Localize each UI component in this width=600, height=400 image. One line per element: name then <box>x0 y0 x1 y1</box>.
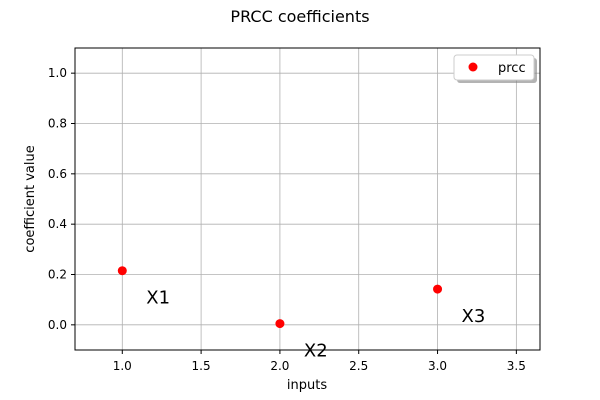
x-tick-label: 2.5 <box>349 359 368 373</box>
legend-box <box>453 54 535 81</box>
y-tick-label: 0.8 <box>48 117 67 131</box>
x-axis-ticks: 1.0 1.5 2.0 2.5 3.0 3.5 <box>113 350 526 373</box>
x-axis-label: inputs <box>287 378 327 393</box>
legend-label: prcc <box>498 61 526 76</box>
y-axis-ticks: 0.0 0.2 0.4 0.6 0.8 1.0 <box>48 66 75 332</box>
x-tick-label: 3.5 <box>507 359 526 373</box>
data-point <box>275 319 285 329</box>
legend: prcc <box>453 54 537 83</box>
point-labels: X1 X2 X3 <box>146 288 485 362</box>
y-axis-label: coefficient value <box>23 145 38 252</box>
data-point-label: X3 <box>462 306 486 327</box>
x-tick-label: 1.5 <box>192 359 211 373</box>
data-points <box>117 266 443 329</box>
y-tick-label: 0.4 <box>48 217 67 231</box>
chart-title: PRCC coefficients <box>230 7 369 26</box>
y-tick-label: 0.6 <box>48 167 67 181</box>
plot-area-frame <box>74 47 541 351</box>
y-tick-label: 0.0 <box>48 318 67 332</box>
legend-marker <box>468 62 478 72</box>
x-tick-label: 3.0 <box>428 359 447 373</box>
grid-lines <box>75 48 540 350</box>
data-point <box>117 266 127 276</box>
x-tick-label: 2.0 <box>270 359 289 373</box>
data-point-label: X2 <box>304 341 328 362</box>
y-tick-label: 1.0 <box>48 66 67 80</box>
data-point <box>433 284 443 294</box>
y-tick-label: 0.2 <box>48 268 67 282</box>
x-tick-label: 1.0 <box>113 359 132 373</box>
data-point-label: X1 <box>146 288 170 309</box>
